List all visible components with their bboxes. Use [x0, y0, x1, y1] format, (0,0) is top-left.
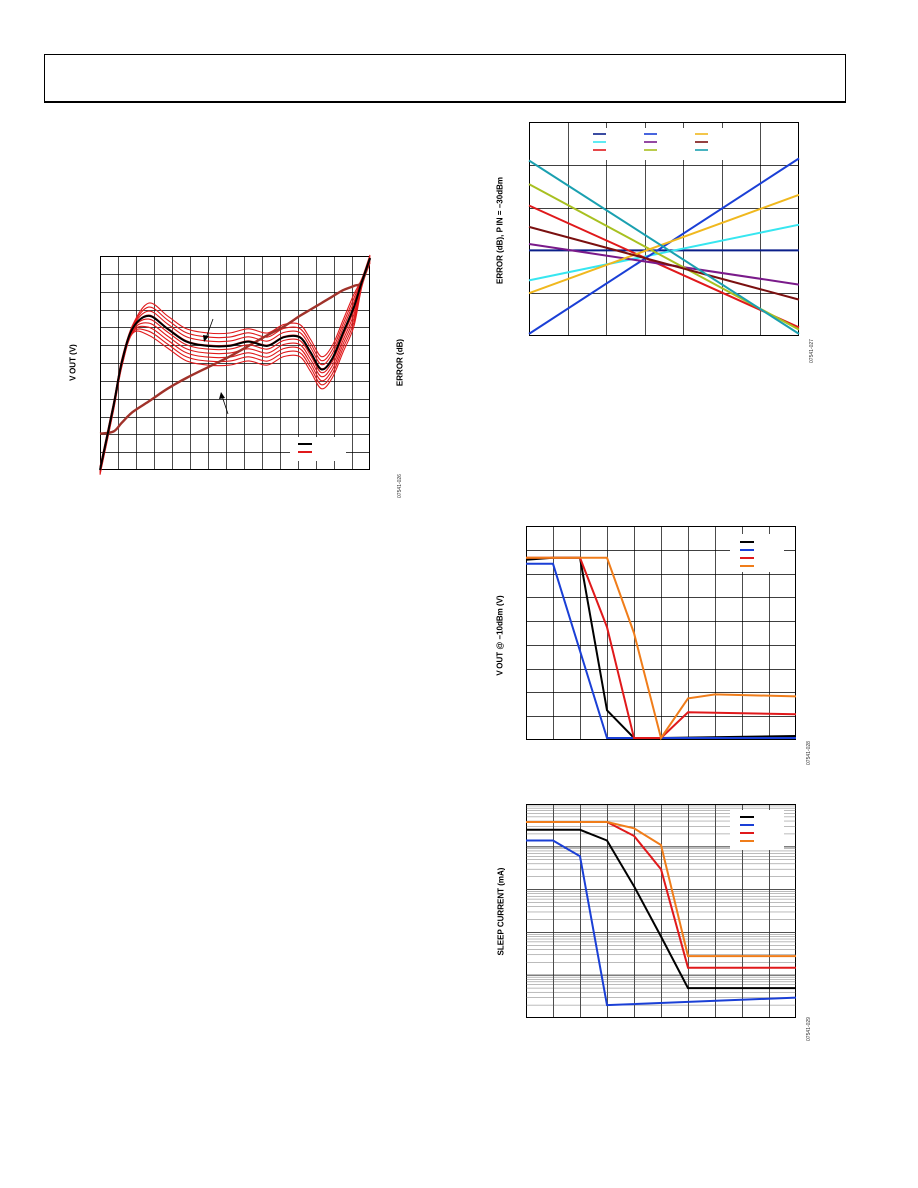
arrowhead-icon: [203, 335, 209, 342]
plot-frame: [100, 256, 370, 470]
vout-line: [99, 257, 372, 435]
legend-box: [730, 810, 784, 850]
figure-4-id: 07541-029: [806, 1017, 812, 1041]
figure-2-plot: [528, 122, 800, 336]
page-header-box: [44, 54, 846, 103]
annotation-arrow-line: [221, 395, 229, 415]
figure-3-ylabel: V OUT @ −10dBm (V): [495, 595, 505, 676]
error-band-curve: [99, 254, 371, 467]
series-line: [526, 556, 797, 741]
series-line: [528, 204, 800, 329]
series-line: [526, 828, 796, 990]
series-line: [526, 562, 796, 739]
figure-4-ylabel: SLEEP CURRENT (mA): [496, 867, 506, 956]
figure-1-id: 07541-026: [397, 474, 403, 498]
series-line: [526, 821, 796, 958]
series-line: [528, 193, 800, 295]
figure-2-ylabel: ERROR (dB), P IN = −30dBm: [495, 177, 505, 284]
figure-1-ylabel: V OUT (V): [68, 344, 78, 381]
figure-3-id: 07541-028: [806, 741, 812, 765]
legend-box: [730, 534, 784, 572]
series-line: [528, 159, 800, 335]
figure-1-y2label: ERROR (dB): [395, 338, 405, 387]
figure-1-plot: [99, 254, 372, 475]
series-line: [528, 225, 800, 301]
series-line: [526, 839, 797, 1007]
series-line: [528, 243, 800, 286]
legend-box: [290, 437, 346, 461]
figure-4-plot: [526, 804, 797, 1018]
error-band-curve: [99, 262, 371, 475]
legend-box: [587, 128, 737, 160]
figure-2-id: 07541-027: [809, 339, 815, 363]
figure-3-plot: [525, 526, 797, 741]
error-nominal-line: [99, 257, 371, 471]
series-line: [528, 223, 800, 282]
arrowhead-icon: [219, 392, 225, 399]
annotation-arrow-line: [205, 318, 214, 339]
